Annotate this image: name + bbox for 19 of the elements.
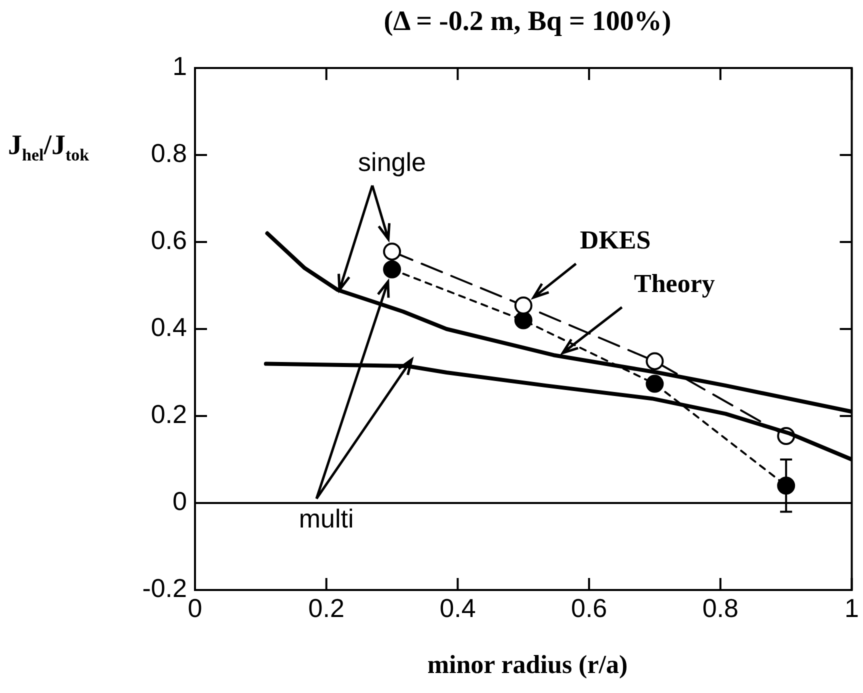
y-tick-label: 0.6 <box>150 225 187 256</box>
y-axis-title: J$_{hel}$/J$_{tok}$ <box>8 130 90 166</box>
x-tick-label: 0.2 <box>308 592 344 623</box>
annotation: Theory <box>634 269 715 298</box>
x-tick-label: 0.4 <box>440 592 476 623</box>
y-tick-label: 0.8 <box>150 138 187 168</box>
y-tick-label: 0 <box>172 486 187 516</box>
y-tick-label: 1 <box>172 51 187 82</box>
x-tick-label: 1 <box>844 592 860 623</box>
y-tick-label: 0.2 <box>150 399 187 430</box>
annotation: DKES <box>580 226 651 255</box>
annotation: multi <box>298 504 354 534</box>
x-tick-label: 0.8 <box>702 592 738 623</box>
y-tick-label: 0.4 <box>150 312 187 342</box>
x-axis-title: minor radius (r/a) <box>426 650 629 680</box>
chart-title: (Δ = -0.2 m, Bq = 100%) <box>382 6 672 38</box>
annotation: single <box>358 146 426 177</box>
x-tick-label: 0.6 <box>570 592 608 623</box>
y-tick-label: -0.2 <box>142 573 187 604</box>
